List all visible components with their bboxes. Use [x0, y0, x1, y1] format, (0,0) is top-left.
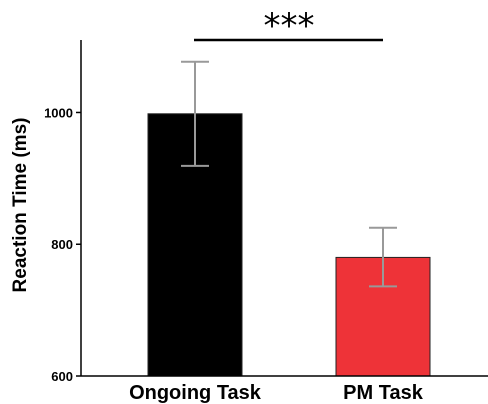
error-bars-group	[181, 60, 397, 288]
y-tick-label-1: 800	[51, 237, 73, 252]
y-tick-label-2: 1000	[44, 105, 73, 120]
y-axis-title: Reaction Time (ms)	[10, 118, 31, 293]
significance-group: ***	[194, 6, 383, 46]
y-tick-label-0: 600	[51, 369, 73, 384]
x-tick-label-1: PM Task	[343, 382, 424, 404]
x-labels-group: Ongoing Task PM Task	[129, 382, 424, 404]
axes-group	[80, 40, 488, 377]
significance-label: ***	[264, 6, 315, 46]
x-tick-label-0: Ongoing Task	[129, 382, 262, 404]
bars-group	[147, 113, 431, 377]
y-ticks-group: 600 800 1000	[44, 105, 81, 384]
